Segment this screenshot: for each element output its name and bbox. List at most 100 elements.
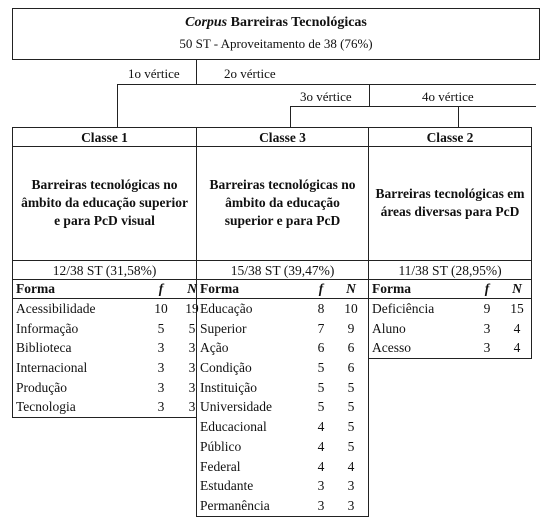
table-row: Informação 5 5 <box>13 319 196 339</box>
cell-total: 6 <box>347 360 355 376</box>
cell-frequency: 10 <box>154 301 168 316</box>
table-row: Estudante 3 3 <box>197 476 368 496</box>
cell-total: 3 <box>347 497 355 513</box>
cell-frequency: 3 <box>157 379 165 395</box>
class-description-text: Barreiras tecnológicas em áreas diversas… <box>375 186 525 219</box>
vertex-label-1: 1o vértice <box>128 66 180 81</box>
table-row: Internacional 3 3 <box>13 358 196 378</box>
cell-total: 9 <box>347 320 355 336</box>
cell-total: 15 <box>510 301 524 316</box>
class-st-share: 12/38 ST (31,58%) <box>12 260 197 280</box>
table-row: Universidade 5 5 <box>197 397 368 417</box>
cell-total: 4 <box>513 320 521 336</box>
header-word: Forma <box>200 281 239 296</box>
corpus-box: Corpus Barreiras Tecnológicas 50 ST - Ap… <box>12 8 540 60</box>
cell-total: 5 <box>188 320 196 336</box>
cell-frequency: 5 <box>317 360 325 376</box>
class-description-text: Barreiras tecnológicas no âmbito da educ… <box>21 177 188 228</box>
cell-word: Universidade <box>200 399 272 415</box>
tree-line-c2-drop <box>458 106 459 127</box>
cell-word: Acessibilidade <box>16 301 96 316</box>
cell-word: Tecnologia <box>16 399 76 415</box>
table-row: Biblioteca 3 3 <box>13 338 196 358</box>
cell-word: Instituição <box>200 379 257 395</box>
cell-total: 5 <box>347 379 355 395</box>
cell-word: Produção <box>16 379 67 395</box>
cell-word: Deficiência <box>372 301 435 316</box>
cell-frequency: 3 <box>157 360 165 376</box>
cell-frequency: 3 <box>317 497 325 513</box>
table-row: Superior 7 9 <box>197 319 368 339</box>
cell-frequency: 3 <box>483 340 491 356</box>
cell-word: Condição <box>200 360 252 376</box>
cell-word: Internacional <box>16 360 88 376</box>
cell-frequency: 3 <box>157 340 165 356</box>
cell-total: 3 <box>347 478 355 494</box>
table-row: Ação 6 6 <box>197 338 368 358</box>
cell-word: Educação <box>200 301 253 316</box>
cell-frequency: 8 <box>317 301 325 316</box>
class-description-text: Barreiras tecnológicas no âmbito da educ… <box>209 177 356 228</box>
table-row: Deficiência 9 15 <box>369 299 531 319</box>
vertex-label-4: 4o vértice <box>422 89 474 104</box>
header-total: N <box>187 281 197 296</box>
class-title: Classe 3 <box>196 127 369 147</box>
cell-word: Informação <box>16 320 79 336</box>
class-description: Barreiras tecnológicas no âmbito da educ… <box>12 146 197 260</box>
header-frequency: f <box>158 281 164 296</box>
table-row: Educacional 4 5 <box>197 417 368 437</box>
tree-line-v1-drop <box>196 60 197 84</box>
table-row: Permanência 3 3 <box>197 496 368 516</box>
table-header: Forma f N <box>13 280 197 299</box>
class-st-share: 15/38 ST (39,47%) <box>196 260 369 280</box>
header-frequency: f <box>318 281 324 296</box>
cell-word: Público <box>200 438 242 454</box>
table-row: Federal 4 4 <box>197 457 368 477</box>
table-row: Público 4 5 <box>197 437 368 457</box>
table-row: Instituição 5 5 <box>197 378 368 398</box>
tree-line-h1 <box>117 84 536 85</box>
header-total: N <box>512 281 522 296</box>
table-header: Forma f N <box>197 280 368 299</box>
cell-total: 5 <box>347 438 355 454</box>
class-title: Classe 2 <box>368 127 532 147</box>
cell-word: Ação <box>200 340 229 356</box>
cell-word: Permanência <box>200 497 270 513</box>
corpus-title-italic: Corpus <box>185 15 228 30</box>
tree-line-v3-drop <box>369 84 370 106</box>
cell-frequency: 5 <box>157 320 165 336</box>
header-frequency: f <box>484 281 490 296</box>
cell-word: Estudante <box>200 478 254 494</box>
cell-total: 10 <box>344 301 358 316</box>
cell-frequency: 3 <box>157 399 165 415</box>
cell-frequency: 9 <box>483 301 491 316</box>
class-word-table: Forma f N Educação 8 10 Superior 7 9 Ação 6 6 Condiç… <box>196 280 369 517</box>
table-row: Acesso 3 4 <box>369 338 531 358</box>
cell-total: 5 <box>347 399 355 415</box>
cell-frequency: 4 <box>317 419 325 435</box>
class-st-share: 11/38 ST (28,95%) <box>368 260 532 280</box>
header-word: Forma <box>372 281 411 296</box>
class-description: Barreiras tecnológicas no âmbito da educ… <box>196 146 369 260</box>
tree-line-c3-drop <box>290 106 291 127</box>
cell-frequency: 7 <box>317 320 325 336</box>
cell-word: Acesso <box>372 340 411 356</box>
cell-frequency: 5 <box>317 379 325 395</box>
class-word-table: Forma f N Acessibilidade 10 19 Informação 5 5 Bib… <box>12 280 199 419</box>
table-row: Aluno 3 4 <box>369 319 531 339</box>
table-row: Acessibilidade 10 19 <box>13 299 199 319</box>
table-row: Condição 5 6 <box>197 358 368 378</box>
cell-total: 4 <box>513 340 521 356</box>
cell-word: Educacional <box>200 419 267 435</box>
cell-word: Aluno <box>372 320 406 336</box>
cell-frequency: 4 <box>317 438 325 454</box>
cell-total: 3 <box>188 340 196 356</box>
cell-total: 3 <box>188 360 196 376</box>
table-row: Educação 8 10 <box>197 299 368 319</box>
corpus-title: Corpus Barreiras Tecnológicas <box>13 15 539 31</box>
cell-frequency: 3 <box>317 478 325 494</box>
cell-word: Federal <box>200 458 241 474</box>
cell-frequency: 3 <box>483 320 491 336</box>
class-word-table: Forma f N Deficiência 9 15 Aluno 3 4 Acesso 3 4 <box>368 280 532 360</box>
cell-word: Biblioteca <box>16 340 72 356</box>
